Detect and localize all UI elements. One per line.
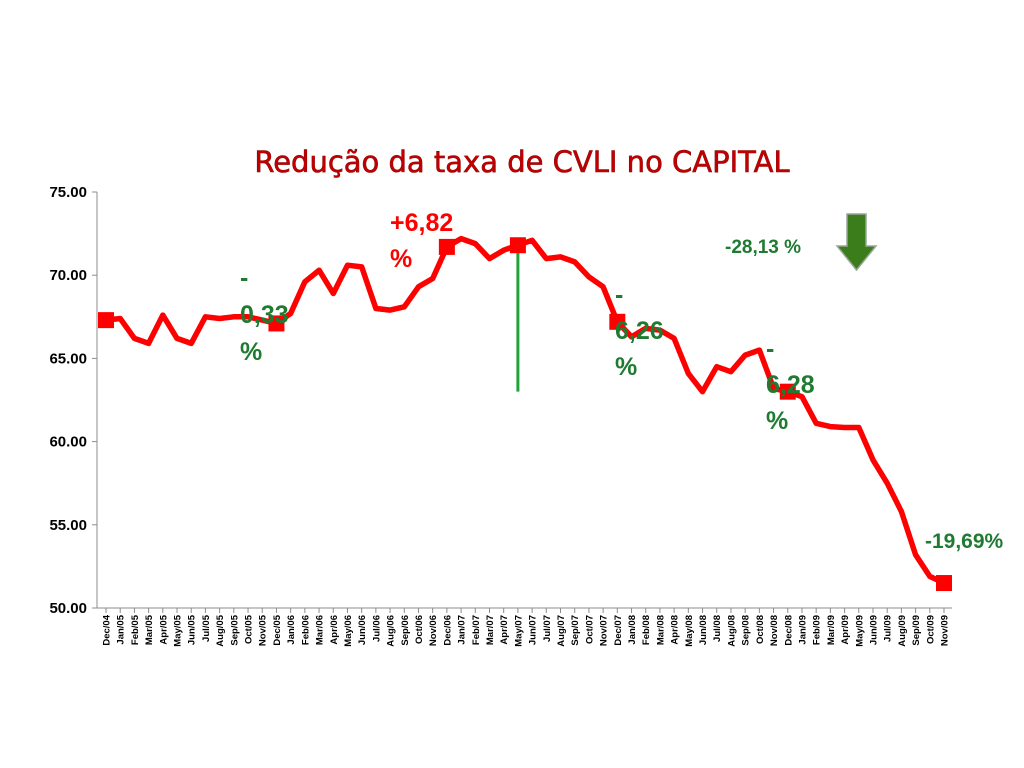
x-tick-label: Jul/09 bbox=[883, 615, 894, 642]
y-tick-label: 50.00 bbox=[49, 600, 87, 617]
x-tick-label: Feb/06 bbox=[300, 615, 311, 645]
x-tick-label: Nov/08 bbox=[769, 615, 780, 646]
x-tick-label: Dec/06 bbox=[442, 615, 453, 646]
x-tick-label: Aug/05 bbox=[215, 614, 226, 646]
annotation-label: -28,13 % bbox=[725, 237, 801, 258]
x-tick-label: May/05 bbox=[173, 614, 184, 646]
axes bbox=[96, 192, 952, 609]
x-tick-label: Mar/07 bbox=[485, 615, 496, 645]
x-tick-label: May/09 bbox=[854, 615, 865, 647]
x-tick-label: Jan/09 bbox=[797, 615, 808, 645]
x-tick-label: May/06 bbox=[343, 615, 354, 647]
x-tick-label: Oct/06 bbox=[414, 615, 425, 644]
x-tick-label: Oct/05 bbox=[244, 614, 255, 644]
annotation-label: - bbox=[766, 335, 774, 363]
annotations: - 0,33% +6,82% - 6,26% - 6,28% -28,13 % -19,69% bbox=[240, 209, 1004, 553]
x-tick-label: Sep/07 bbox=[570, 615, 581, 646]
annotation-label: - bbox=[615, 281, 623, 309]
x-tick-label: Apr/09 bbox=[840, 615, 851, 645]
x-tick-label: Oct/07 bbox=[584, 615, 595, 644]
x-tick-label: Oct/09 bbox=[925, 615, 936, 644]
series-line bbox=[103, 235, 947, 586]
x-tick-label: Feb/07 bbox=[471, 615, 482, 645]
x-tick-label: Sep/05 bbox=[229, 614, 240, 645]
y-tick-label: 55.00 bbox=[49, 517, 87, 534]
data-point-marker bbox=[438, 238, 455, 255]
x-tick-label: May/07 bbox=[513, 615, 524, 647]
y-tick-label: 65.00 bbox=[49, 350, 87, 367]
x-tick-label: Apr/05 bbox=[158, 614, 169, 644]
x-tick-label: Jul/06 bbox=[371, 615, 382, 642]
annotation-label: - bbox=[240, 264, 248, 292]
x-axis-ticks: Dec/04 Jan/05 Feb/05 Mar/05 Apr/05 May/05 Jun/… bbox=[102, 608, 951, 647]
x-tick-label: Mar/09 bbox=[826, 615, 837, 645]
annotation-label: 6,28 bbox=[766, 371, 815, 399]
x-tick-label: Mar/08 bbox=[655, 615, 666, 645]
data-point-marker bbox=[936, 575, 952, 592]
x-tick-label: Apr/08 bbox=[670, 615, 681, 645]
annotation-label: +6,82 bbox=[390, 209, 453, 237]
x-tick-label: Nov/09 bbox=[940, 615, 951, 646]
x-tick-label: Nov/06 bbox=[428, 615, 439, 646]
annotation-label: % bbox=[615, 353, 637, 381]
x-tick-label: Dec/05 bbox=[272, 614, 283, 645]
x-tick-label: Aug/06 bbox=[386, 615, 397, 647]
data-point-marker bbox=[268, 315, 285, 332]
x-tick-label: Dec/04 bbox=[102, 614, 113, 645]
x-tick-label: Jun/09 bbox=[868, 615, 879, 645]
x-tick-label: Jun/05 bbox=[187, 614, 198, 645]
y-tick-label: 60.00 bbox=[49, 434, 87, 451]
x-tick-label: Aug/08 bbox=[726, 615, 737, 647]
y-tick-label: 70.00 bbox=[49, 267, 87, 284]
data-point-marker bbox=[609, 313, 626, 330]
x-tick-label: Sep/09 bbox=[911, 615, 922, 646]
x-tick-label: Jan/05 bbox=[116, 614, 127, 644]
data-point-marker bbox=[509, 237, 526, 254]
x-tick-label: Apr/06 bbox=[329, 615, 340, 645]
x-tick-label: Mar/05 bbox=[144, 614, 155, 645]
x-tick-label: Dec/08 bbox=[783, 615, 794, 646]
down-arrow-shape bbox=[835, 213, 878, 272]
data-point-marker bbox=[98, 312, 114, 329]
annotation-label: 6,26 bbox=[615, 317, 664, 345]
series-markers bbox=[98, 237, 952, 592]
x-tick-label: May/08 bbox=[684, 615, 695, 647]
x-tick-label: Oct/08 bbox=[755, 615, 766, 644]
x-tick-label: Feb/08 bbox=[641, 615, 652, 645]
annotation-label: -19,69% bbox=[925, 530, 1004, 553]
data-point-marker bbox=[779, 383, 796, 400]
annotation-label: % bbox=[240, 338, 262, 366]
x-tick-label: Jul/08 bbox=[712, 615, 723, 642]
x-tick-label: Nov/07 bbox=[599, 615, 610, 646]
y-axis-ticks: 50.00 55.00 60.00 65.00 70.00 75.00 bbox=[49, 184, 97, 617]
x-tick-label: Jan/06 bbox=[286, 615, 297, 645]
x-tick-label: Jun/08 bbox=[698, 615, 709, 645]
x-tick-label: Aug/09 bbox=[897, 615, 908, 647]
annotation-label: 0,33 bbox=[240, 301, 289, 329]
x-tick-label: Jul/07 bbox=[542, 615, 553, 642]
y-tick-label: 75.00 bbox=[49, 184, 87, 201]
x-tick-label: Jan/07 bbox=[457, 615, 468, 645]
x-tick-label: Jun/06 bbox=[357, 615, 368, 645]
x-tick-label: Nov/05 bbox=[258, 614, 269, 646]
x-tick-label: Mar/06 bbox=[315, 615, 326, 645]
x-tick-label: Dec/07 bbox=[613, 615, 624, 646]
series-line-path bbox=[103, 235, 947, 586]
annotation-label: % bbox=[390, 245, 412, 273]
chart-title: Redução da taxa de CVLI no CAPITAL bbox=[254, 145, 789, 179]
annotation-label: % bbox=[766, 407, 788, 435]
x-tick-label: Feb/09 bbox=[812, 615, 823, 645]
down-arrow-icon bbox=[835, 213, 878, 272]
x-tick-label: Aug/07 bbox=[556, 615, 567, 647]
x-tick-label: Jul/05 bbox=[201, 614, 212, 642]
x-tick-label: Jun/07 bbox=[528, 615, 539, 645]
x-tick-label: Apr/07 bbox=[499, 615, 510, 645]
x-tick-label: Sep/08 bbox=[741, 615, 752, 646]
x-tick-label: Jan/08 bbox=[627, 615, 638, 645]
x-tick-label: Feb/05 bbox=[130, 614, 141, 645]
x-tick-label: Sep/06 bbox=[400, 615, 411, 646]
